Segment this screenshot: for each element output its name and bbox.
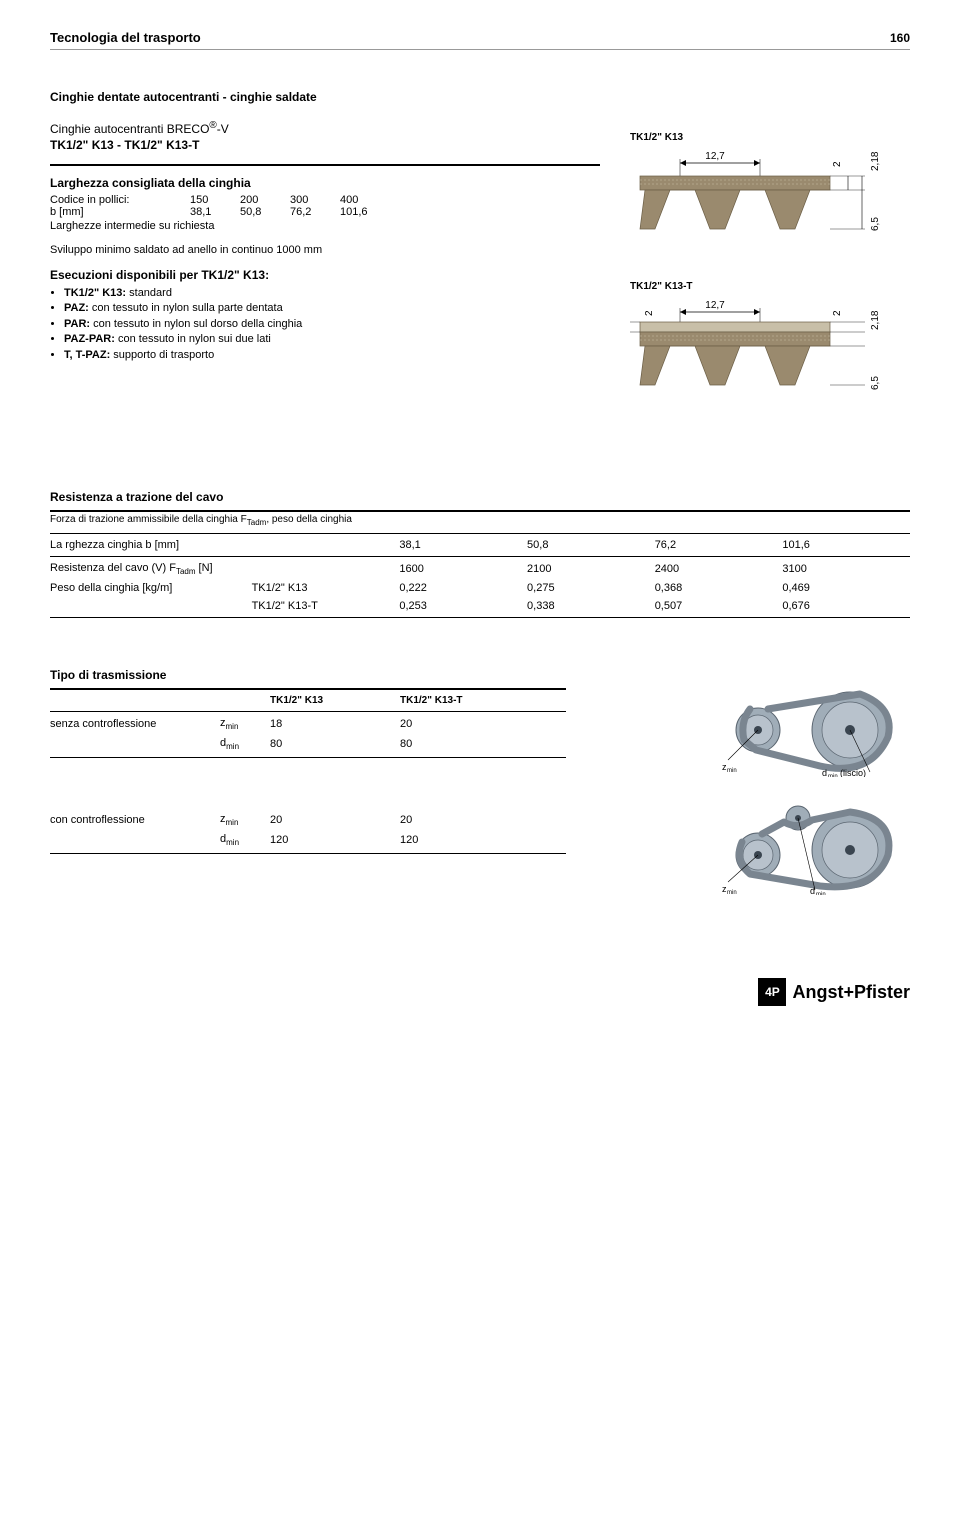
sviluppo-text: Sviluppo minimo saldato ad anello in con… xyxy=(50,244,600,256)
spec-label: Codice in pollici: xyxy=(50,194,190,206)
table-row: senza controflessione zmin 18 20 xyxy=(50,714,566,734)
list-item: PAR: con tessuto in nylon sul dorso dell… xyxy=(64,317,600,332)
belt-diagram-1: TK1/2" K13 12,7 2 2,18 6,5 xyxy=(630,132,910,251)
rule xyxy=(50,510,910,512)
svg-text:12,7: 12,7 xyxy=(705,300,725,311)
table-row: Peso della cinghia [kg/m] TK1/2" K13 0,2… xyxy=(50,579,910,597)
table-row: La rghezza cinghia b [mm] 38,1 50,8 76,2… xyxy=(50,536,910,554)
intro-title: Cinghie dentate autocentranti - cinghie … xyxy=(50,90,600,104)
resistenza-section: Resistenza a trazione del cavo Forza di … xyxy=(50,490,910,618)
resistenza-table: La rghezza cinghia b [mm] 38,1 50,8 76,2… xyxy=(50,536,910,615)
svg-text:min: min xyxy=(828,774,838,777)
pulley-svg: zmin dmin xyxy=(720,800,910,895)
pulley-diagram-2: zmin dmin xyxy=(720,800,910,898)
svg-text:min: min xyxy=(727,768,737,774)
svg-text:min: min xyxy=(727,890,737,895)
diagram-label: TK1/2" K13-T xyxy=(630,281,910,292)
larghezza-heading: Larghezza consigliata della cinghia xyxy=(50,176,600,190)
belt-profile-svg: 12,7 2 2,18 6,5 xyxy=(630,151,890,251)
table-row: TK1/2" K13 TK1/2" K13-T xyxy=(50,692,566,709)
rule xyxy=(50,533,910,534)
svg-text:2: 2 xyxy=(832,161,843,167)
resistenza-title: Resistenza a trazione del cavo xyxy=(50,490,910,504)
right-column: TK1/2" K13 12,7 2 2,18 6,5 xyxy=(630,90,910,440)
svg-text:12,7: 12,7 xyxy=(705,151,725,162)
spec-label: b [mm] xyxy=(50,206,190,218)
larghezza-note: Larghezze intermedie su richiesta xyxy=(50,220,600,232)
footer-logo: 4P Angst+Pfister xyxy=(50,978,910,1006)
spec-row: b [mm] 38,1 50,8 76,2 101,6 xyxy=(50,206,600,218)
svg-text:d: d xyxy=(810,886,815,895)
trasmissione-section: Tipo di trasmissione TK1/2" K13 TK1/2" K… xyxy=(50,668,910,898)
svg-text:2,18: 2,18 xyxy=(870,151,881,171)
trans-table: TK1/2" K13 TK1/2" K13-T senza controfles… xyxy=(50,692,566,759)
bullet-list: TK1/2" K13: standard PAZ: con tessuto in… xyxy=(50,286,600,363)
table-row: con controflessione zmin 20 20 xyxy=(50,810,566,830)
table-row: TK1/2" K13-T 0,253 0,338 0,507 0,676 xyxy=(50,597,910,615)
logo-square: 4P xyxy=(758,978,786,1006)
main-content: Cinghie dentate autocentranti - cinghie … xyxy=(50,90,910,440)
list-item: PAZ-PAR: con tessuto in nylon sui due la… xyxy=(64,332,600,347)
rule xyxy=(50,164,600,166)
svg-text:2: 2 xyxy=(832,310,843,316)
rule xyxy=(50,617,910,618)
list-item: PAZ: con tessuto in nylon sulla parte de… xyxy=(64,301,600,316)
svg-text:(liscio): (liscio) xyxy=(840,768,866,777)
rule xyxy=(50,688,566,690)
logo-text: Angst+Pfister xyxy=(792,982,910,1003)
esecuzioni-title: Esecuzioni disponibili per TK1/2" K13: xyxy=(50,268,600,282)
list-item: T, T-PAZ: supporto di trasporto xyxy=(64,348,600,363)
logo: 4P Angst+Pfister xyxy=(758,978,910,1006)
svg-text:d: d xyxy=(822,768,827,777)
table-row: dmin 80 80 xyxy=(50,734,566,754)
left-column: Cinghie dentate autocentranti - cinghie … xyxy=(50,90,600,440)
svg-text:2,18: 2,18 xyxy=(870,310,881,330)
diagram-label: TK1/2" K13 xyxy=(630,132,910,143)
belt-profile-svg: 2 12,7 2 2,18 6,5 xyxy=(630,300,890,410)
list-item: TK1/2" K13: standard xyxy=(64,286,600,301)
trans-row-con: con controflessione zmin 20 20 dmin 120 … xyxy=(50,810,910,898)
svg-text:6,5: 6,5 xyxy=(870,217,881,231)
resistenza-subtitle: Forza di trazione ammissibile della cing… xyxy=(50,514,910,527)
table-row: Resistenza del cavo (V) FTadm [N] 1600 2… xyxy=(50,559,910,579)
header-title: Tecnologia del trasporto xyxy=(50,30,201,45)
page-number: 160 xyxy=(890,31,910,45)
trans-row-senza: TK1/2" K13 TK1/2" K13-T senza controfles… xyxy=(50,692,910,780)
belt-diagram-2: TK1/2" K13-T 2 12,7 2 2,18 6,5 xyxy=(630,281,910,410)
svg-text:6,5: 6,5 xyxy=(870,376,881,390)
svg-text:2: 2 xyxy=(644,310,655,316)
intro-subtitle: Cinghie autocentranti BRECO®-V xyxy=(50,120,600,136)
spec-row: Codice in pollici: 150 200 300 400 xyxy=(50,194,600,206)
trans-table: con controflessione zmin 20 20 dmin 120 … xyxy=(50,810,566,855)
intro-subtitle2: TK1/2" K13 - TK1/2" K13-T xyxy=(50,138,600,152)
table-row: dmin 120 120 xyxy=(50,830,566,850)
pulley-svg: zmin dmin (liscio) xyxy=(720,682,910,777)
trasmissione-title: Tipo di trasmissione xyxy=(50,668,910,682)
svg-text:min: min xyxy=(816,892,826,895)
pulley-diagram-1: zmin dmin (liscio) xyxy=(720,682,910,780)
page-header: Tecnologia del trasporto 160 xyxy=(50,30,910,50)
